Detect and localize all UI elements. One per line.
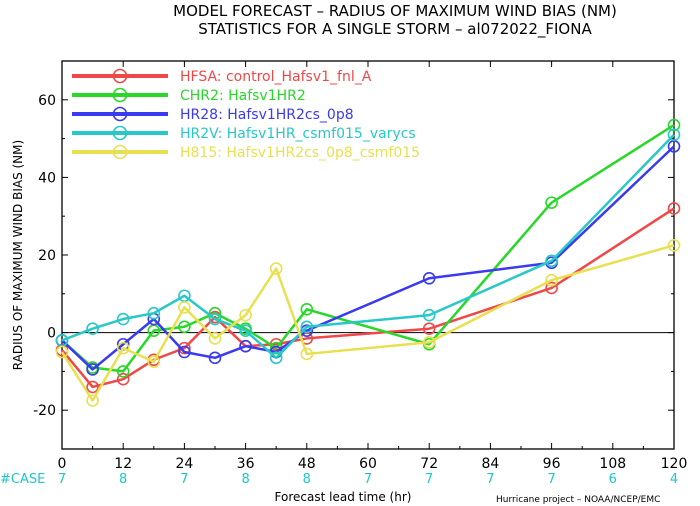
x-tick-label: 60 (359, 456, 377, 472)
case-count: 7 (547, 472, 555, 487)
case-count: 7 (364, 472, 372, 487)
data-point-hfsa (178, 341, 191, 355)
data-point-hr2v (116, 312, 130, 326)
data-point-hr28 (422, 271, 436, 285)
case-count: 7 (180, 472, 188, 487)
y-tick-label: 60 (38, 93, 56, 109)
case-row-label: #CASE (0, 472, 45, 487)
x-tick-label: 48 (298, 456, 316, 472)
data-point-hfsa (422, 322, 436, 336)
data-point-h815 (269, 262, 283, 275)
data-point-h815 (667, 239, 681, 252)
case-count: 7 (425, 472, 433, 487)
data-point-h815 (545, 273, 558, 287)
case-count: 4 (670, 472, 678, 487)
x-tick-label: 0 (58, 456, 67, 472)
data-point-h815 (55, 345, 69, 359)
y-tick-label: 20 (38, 248, 56, 264)
data-point-hr28 (86, 363, 99, 376)
data-point-hr2v (86, 322, 99, 336)
data-point-hr2v (147, 306, 161, 320)
data-point-h815 (178, 301, 191, 314)
legend-entry-hr2v: HR2V: Hafsv1HR_csmf015_varycs (180, 126, 416, 142)
plot-frame (61, 60, 675, 450)
legend-entry-h815: H815: Hafsv1HR2cs_0p8_csmf015 (180, 145, 420, 161)
credit-text: Hurricane project – NOAA/NCEP/EMC (496, 495, 660, 505)
x-tick-label: 120 (661, 456, 688, 472)
data-point-hr2v (300, 320, 314, 334)
case-count: 8 (241, 472, 249, 487)
case-count: 7 (58, 472, 66, 487)
data-point-h815 (239, 308, 252, 322)
data-point-h815 (147, 355, 161, 369)
legend-marker-chr2 (112, 87, 128, 103)
data-point-hr2v (208, 312, 222, 326)
data-point-h815 (300, 347, 314, 361)
data-point-hr2v (545, 254, 558, 268)
data-point-hr2v (667, 128, 681, 142)
data-point-chr2 (178, 320, 191, 334)
data-point-hfsa (116, 372, 130, 386)
case-count: 8 (303, 472, 311, 487)
plot-area: 0 12 24 36 48 60 72 84 96 108 120 -20 0 20 40 60 HFSA: c… (33, 60, 688, 472)
data-point-chr2 (116, 365, 130, 378)
data-point-hr2v (239, 324, 252, 337)
legend-marker-hr28 (112, 106, 128, 122)
x-tick-label: 24 (175, 456, 193, 472)
legend-entry-hfsa: HFSA: control_Hafsv1_fnl_A (180, 69, 372, 85)
case-count: 7 (486, 472, 494, 487)
series-line-h815 (60, 244, 675, 402)
data-point-hr28 (178, 345, 191, 359)
data-point-hr28 (208, 351, 222, 365)
case-count: 8 (119, 472, 127, 487)
x-tick-label: 84 (481, 456, 499, 472)
data-point-hr28 (239, 339, 252, 353)
data-point-h815 (422, 335, 436, 349)
x-tick-label: 108 (599, 456, 626, 472)
data-point-chr2 (300, 303, 314, 316)
data-point-hr2v (269, 351, 283, 365)
legend-entry-chr2: CHR2: Hafsv1HR2 (180, 88, 306, 104)
legend-marker-hr2v (112, 125, 128, 141)
chart-title: MODEL FORECAST – RADIUS OF MAXIMUM WIND … (173, 2, 617, 20)
y-tick-label: 40 (38, 170, 56, 186)
x-tick-label: 12 (114, 456, 132, 472)
data-point-hfsa (86, 380, 99, 394)
data-point-h815 (116, 341, 130, 355)
data-point-chr2 (545, 196, 558, 209)
y-tick-label: -20 (33, 403, 56, 419)
data-point-chr2 (667, 118, 681, 132)
x-tick-label: 96 (543, 456, 561, 472)
legend-marker-h815 (112, 144, 128, 160)
legend-marker-hfsa (112, 68, 128, 84)
data-point-hfsa (545, 281, 558, 295)
case-count: 6 (609, 472, 617, 487)
data-point-hr2v (422, 308, 436, 322)
y-axis-label: RADIUS OF MAXIMUM WIND BIAS (NM) (11, 140, 25, 370)
x-tick-label: 36 (237, 456, 255, 472)
data-point-h815 (86, 394, 99, 407)
data-point-h815 (208, 332, 222, 345)
data-point-hfsa (667, 202, 681, 215)
chart-subtitle: STATISTICS FOR A SINGLE STORM – al072022… (198, 20, 592, 39)
legend-entry-hr28: HR28: Hafsv1HR2cs_0p8 (180, 107, 354, 123)
x-axis-label: Forecast lead time (hr) (275, 490, 412, 504)
y-tick-label: 0 (47, 326, 56, 342)
x-tick-label: 72 (420, 456, 438, 472)
